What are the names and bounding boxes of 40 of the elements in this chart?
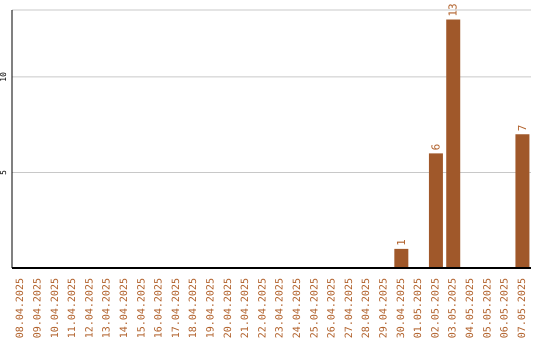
x-tick-label: 16.04.2025 xyxy=(154,278,165,338)
x-tick-label: 17.04.2025 xyxy=(170,278,182,338)
x-tick-label: 04.05.2025 xyxy=(464,278,476,338)
x-tick-label: 03.05.2025 xyxy=(448,278,459,338)
x-tick-label: 26.04.2025 xyxy=(326,278,338,338)
x-tick-label: 06.05.2025 xyxy=(500,278,511,338)
x-tick-label: 10.04.2025 xyxy=(50,278,61,338)
data-label: 1 xyxy=(394,239,408,246)
x-tick-label: 05.05.2025 xyxy=(482,278,494,338)
x-tick-label: 01.05.2025 xyxy=(413,278,424,338)
x-tick-label: 22.04.2025 xyxy=(257,278,268,338)
x-tick-label: 27.04.2025 xyxy=(344,278,355,338)
x-tick-label: 08.04.2025 xyxy=(15,278,26,338)
x-tick-label: 13.04.2025 xyxy=(102,278,113,338)
y-tick-label: 5 xyxy=(0,170,8,175)
data-label: 7 xyxy=(516,124,529,132)
data-label: 13 xyxy=(446,3,460,17)
x-tick-label: 09.04.2025 xyxy=(32,278,44,338)
x-tick-label: 19.04.2025 xyxy=(205,278,216,338)
x-tick-label: 12.04.2025 xyxy=(84,278,96,338)
x-tick-label: 11.04.2025 xyxy=(67,278,78,338)
data-label: 6 xyxy=(429,144,442,150)
x-tick-label: 29.04.2025 xyxy=(378,278,390,338)
x-tick-label: 20.04.2025 xyxy=(222,278,234,338)
bar xyxy=(515,134,530,268)
x-tick-label: 07.05.2025 xyxy=(516,278,528,338)
x-tick-label: 18.04.2025 xyxy=(188,278,200,338)
x-tick-label: 23.04.2025 xyxy=(274,278,286,338)
bar xyxy=(428,153,443,268)
bar xyxy=(394,248,408,268)
x-tick-label: 21.04.2025 xyxy=(240,278,252,338)
x-tick-label: 28.04.2025 xyxy=(361,278,372,338)
x-tick-label: 14.04.2025 xyxy=(118,278,130,338)
x-tick-label: 02.05.2025 xyxy=(430,278,442,338)
x-tick-label: 25.04.2025 xyxy=(309,278,320,338)
bar xyxy=(446,20,460,268)
x-tick-label: 15.04.2025 xyxy=(136,278,148,338)
x-tick-label: 30.04.2025 xyxy=(396,278,407,338)
y-tick-label: 10 xyxy=(0,72,8,82)
x-tick-label: 24.04.2025 xyxy=(292,278,303,338)
